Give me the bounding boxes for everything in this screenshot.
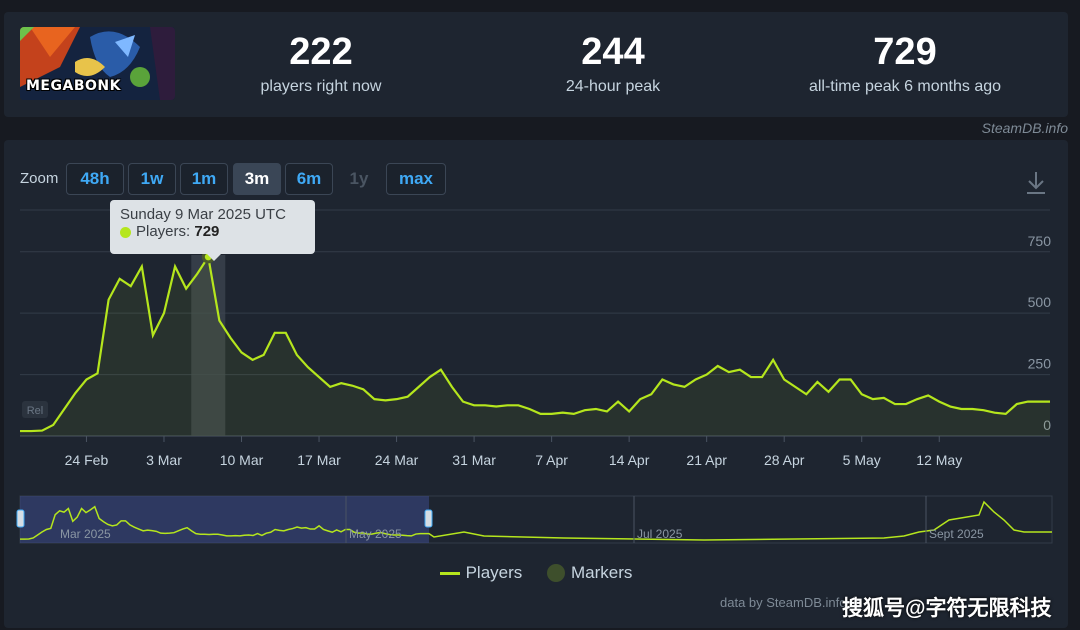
x-tick-label: 24 Mar (375, 452, 419, 468)
stat-value: 729 (873, 31, 937, 73)
chart-tooltip: Sunday 9 Mar 2025 UTC Players: 729 (110, 200, 315, 261)
steamdb-credit-link[interactable]: SteamDB.info (981, 120, 1068, 136)
tooltip-series-dot (120, 226, 131, 238)
game-logo-text: MEGABONK (26, 78, 121, 94)
tooltip-value-row: Players: 729 (120, 223, 305, 240)
stat-value: 244 (581, 31, 645, 73)
player-count-chart[interactable]: 0 250 500 750 24 Feb 3 Mar 10 Mar 17 Mar 24 Mar… (4, 140, 1068, 560)
range-navigator[interactable]: Mar 2025 May 2025 Jul 2025 Sept 2025 (16, 495, 1053, 544)
legend-dot-swatch (547, 564, 565, 583)
tooltip-value: 729 (194, 223, 220, 240)
navigator-label: May 2025 (349, 527, 402, 541)
y-axis-ticks: 0 250 500 750 (1028, 233, 1052, 433)
navigator-right-handle[interactable] (424, 509, 433, 528)
x-tick-label: 17 Mar (297, 452, 341, 468)
x-tick-label: 24 Feb (65, 452, 109, 468)
game-logo-art (20, 27, 175, 100)
tooltip-date: Sunday 9 Mar 2025 UTC (120, 206, 286, 223)
legend-item-players[interactable]: Players (439, 562, 523, 583)
legend-label: Players (465, 562, 523, 582)
data-credit[interactable]: data by SteamDB.info (720, 595, 847, 610)
y-tick-label: 750 (1028, 233, 1052, 249)
stat-24h-peak: 244 24-hour peak (493, 30, 733, 96)
release-marker-label: Rel (27, 405, 44, 417)
tooltip-series-label: Players: (136, 223, 191, 240)
players-series-line[interactable] (20, 253, 1050, 433)
navigator-label: Sept 2025 (929, 527, 984, 541)
legend-item-markers[interactable]: Markers (547, 563, 632, 583)
x-tick-label: 7 Apr (535, 452, 568, 468)
legend-line-swatch (439, 571, 460, 575)
y-tick-label: 500 (1028, 294, 1052, 310)
players-series-area (20, 256, 1050, 436)
chart-panel: Zoom 48h 1w 1m 3m 6m 1y max 0 250 500 750 2… (4, 140, 1068, 628)
legend-label: Markers (571, 562, 633, 582)
x-tick-label: 28 Apr (764, 452, 805, 468)
navigator-series-line (20, 500, 1052, 541)
x-tick-label: 14 Apr (609, 452, 650, 468)
navigator-label: Jul 2025 (637, 527, 683, 541)
x-tick-label: 21 Apr (686, 452, 727, 468)
tooltip-arrow (207, 254, 221, 261)
download-icon[interactable] (1024, 170, 1048, 196)
x-tick-label: 5 May (843, 452, 881, 468)
zoom-6m-button[interactable]: 6m (285, 163, 333, 195)
x-axis-ticks: 24 Feb 3 Mar 10 Mar 17 Mar 24 Mar 31 Mar 7 Apr… (65, 436, 962, 468)
navigator-label: Mar 2025 (60, 527, 111, 541)
stat-label: 24-hour peak (565, 78, 661, 95)
stat-value: 222 (289, 31, 353, 73)
zoom-1y-button: 1y (349, 169, 369, 188)
y-tick-label: 250 (1028, 356, 1052, 372)
zoom-48h-button[interactable]: 48h (66, 163, 124, 195)
zoom-1m-button[interactable]: 1m (180, 163, 228, 195)
zoom-3m-button[interactable]: 3m (233, 163, 281, 195)
game-stats-header: MEGABONK 222 players right now 244 24-ho… (4, 12, 1068, 117)
x-tick-label: 3 Mar (146, 452, 182, 468)
zoom-label: Zoom (20, 170, 59, 187)
x-tick-label: 12 May (916, 452, 962, 468)
navigator-left-handle[interactable] (16, 509, 25, 528)
release-marker[interactable]: Rel (22, 401, 48, 418)
zoom-max-button[interactable]: max (386, 163, 446, 195)
stat-players-now: 222 players right now (201, 30, 441, 96)
x-tick-label: 31 Mar (452, 452, 496, 468)
y-tick-label: 0 (1043, 417, 1051, 433)
stat-label: all-time peak 6 months ago (808, 78, 1002, 95)
watermark: 搜狐号@字符无限科技 (842, 597, 1052, 620)
zoom-1w-button[interactable]: 1w (128, 163, 176, 195)
stat-all-time-peak: 729 all-time peak 6 months ago (785, 30, 1025, 96)
hover-highlight-band (191, 255, 226, 436)
x-tick-label: 10 Mar (220, 452, 264, 468)
chart-legend: Players Markers (4, 562, 1068, 583)
stat-label: players right now (260, 78, 382, 95)
game-logo[interactable]: MEGABONK (20, 27, 175, 100)
